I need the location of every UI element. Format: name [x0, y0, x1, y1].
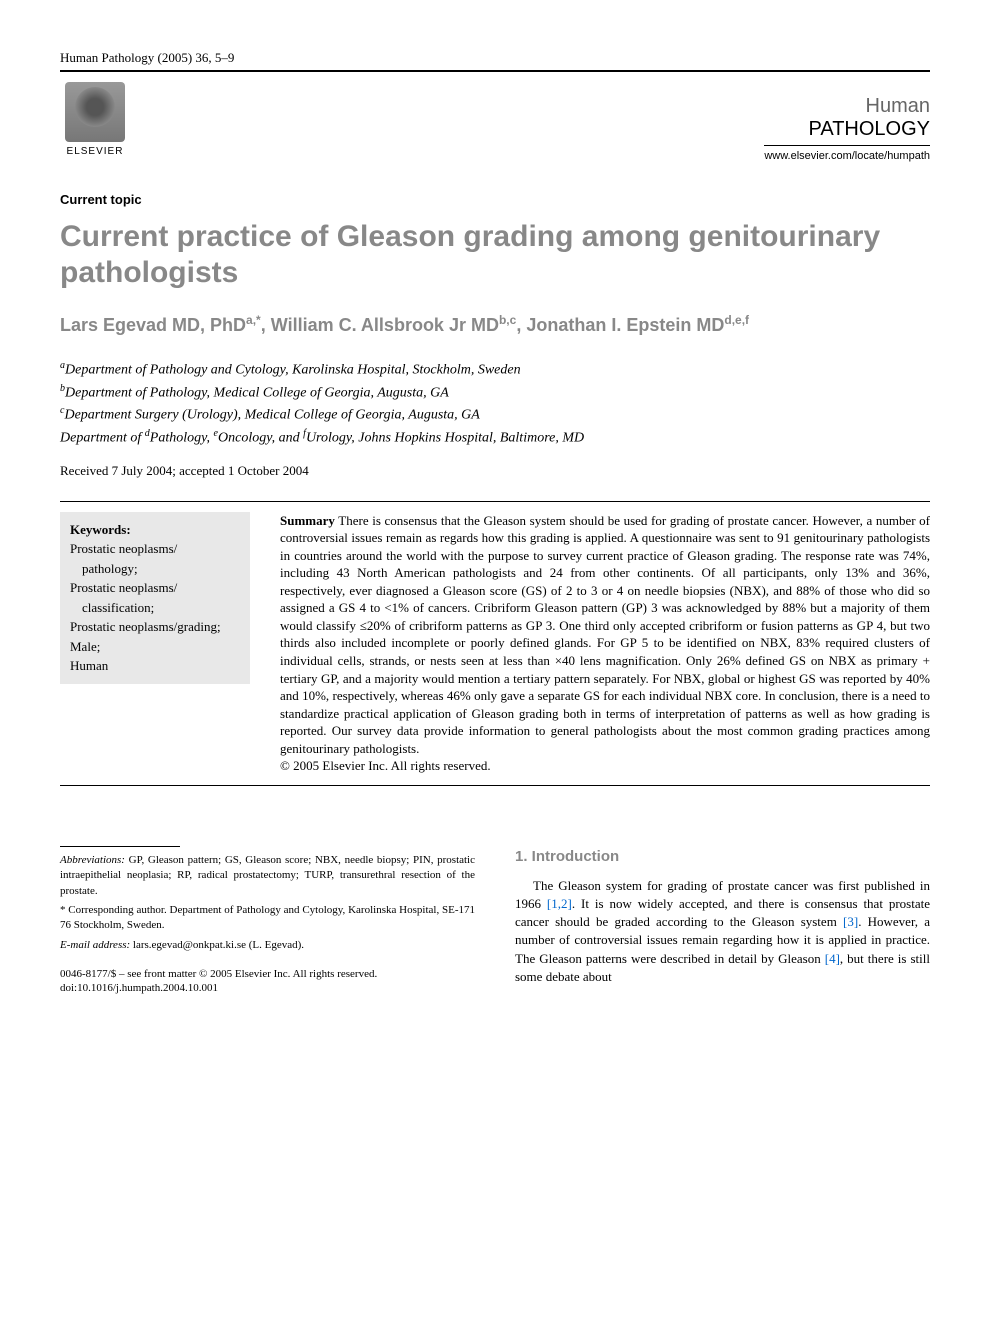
- summary-text: There is consensus that the Gleason syst…: [280, 513, 930, 756]
- citation-link[interactable]: [1,2]: [547, 896, 572, 911]
- article-type: Current topic: [60, 192, 930, 207]
- issn-line: 0046-8177/$ – see front matter © 2005 El…: [60, 967, 475, 981]
- right-column: 1. Introduction The Gleason system for g…: [515, 846, 930, 996]
- journal-brand-line1: Human: [764, 95, 930, 118]
- doi-block: 0046-8177/$ – see front matter © 2005 El…: [60, 967, 475, 996]
- footnote-rule: [60, 846, 180, 847]
- affiliation-b: bDepartment of Pathology, Medical Colleg…: [60, 381, 930, 404]
- bottom-two-columns: Abbreviations: GP, Gleason pattern; GS, …: [60, 846, 930, 996]
- author-1-name: Lars Egevad MD, PhD: [60, 315, 246, 335]
- journal-brand: Human PATHOLOGY www.elsevier.com/locate/…: [764, 95, 930, 162]
- author-3-name: Jonathan I. Epstein MD: [526, 315, 724, 335]
- email-value[interactable]: lars.egevad@onkpat.ki.se (L. Egevad).: [130, 939, 304, 951]
- journal-url[interactable]: www.elsevier.com/locate/humpath: [764, 150, 930, 162]
- keywords-summary-block: Keywords: Prostatic neoplasms/ pathology…: [60, 501, 930, 786]
- affiliation-a: aDepartment of Pathology and Cytology, K…: [60, 358, 930, 381]
- citation-link[interactable]: [3]: [843, 914, 858, 929]
- email-footnote: E-mail address: lars.egevad@onkpat.ki.se…: [60, 938, 475, 953]
- keyword-item: Male;: [70, 637, 240, 657]
- article-title: Current practice of Gleason grading amon…: [60, 219, 930, 291]
- aff-e-text: Oncology, and: [218, 431, 303, 446]
- aff-d-text: Pathology,: [150, 431, 214, 446]
- keyword-item: classification;: [70, 598, 240, 618]
- keyword-item: Human: [70, 656, 240, 676]
- author-2-aff: b,c: [499, 313, 516, 327]
- keyword-item: Prostatic neoplasms/: [70, 578, 240, 598]
- header-top-bar: Human Pathology (2005) 36, 5–9: [60, 50, 930, 72]
- summary-copyright: © 2005 Elsevier Inc. All rights reserved…: [280, 757, 930, 775]
- abbrev-label: Abbreviations:: [60, 854, 125, 866]
- keywords-heading: Keywords:: [70, 520, 240, 540]
- doi-line: doi:10.1016/j.humpath.2004.10.001: [60, 981, 475, 995]
- left-column: Abbreviations: GP, Gleason pattern; GS, …: [60, 846, 475, 996]
- summary-label: Summary: [280, 513, 335, 528]
- keyword-item: Prostatic neoplasms/: [70, 539, 240, 559]
- abbreviations-footnote: Abbreviations: GP, Gleason pattern; GS, …: [60, 853, 475, 899]
- keyword-item: pathology;: [70, 559, 240, 579]
- corresponding-author-footnote: * Corresponding author. Department of Pa…: [60, 903, 475, 934]
- author-list: Lars Egevad MD, PhDa,*, William C. Allsb…: [60, 313, 930, 336]
- affiliations: aDepartment of Pathology and Cytology, K…: [60, 358, 930, 449]
- affiliation-c: cDepartment Surgery (Urology), Medical C…: [60, 403, 930, 426]
- article-dates: Received 7 July 2004; accepted 1 October…: [60, 463, 930, 479]
- author-3-aff: d,e,f: [724, 313, 749, 327]
- journal-brand-line2: PATHOLOGY: [764, 118, 930, 141]
- keywords-box: Keywords: Prostatic neoplasms/ pathology…: [60, 512, 250, 684]
- keyword-item: Prostatic neoplasms/grading;: [70, 617, 240, 637]
- aff-f-text: Urology, Johns Hopkins Hospital, Baltimo…: [306, 431, 584, 446]
- citation-link[interactable]: [4]: [825, 951, 840, 966]
- author-1-aff: a,*: [246, 313, 261, 327]
- aff-b-text: Department of Pathology, Medical College…: [65, 385, 449, 400]
- journal-reference: Human Pathology (2005) 36, 5–9: [60, 50, 234, 66]
- aff-d-prefix: Department of: [60, 431, 145, 446]
- elsevier-label: ELSEVIER: [67, 146, 124, 157]
- aff-a-text: Department of Pathology and Cytology, Ka…: [65, 363, 521, 378]
- elsevier-tree-icon: [65, 82, 125, 142]
- intro-paragraph: The Gleason system for grading of prosta…: [515, 877, 930, 986]
- author-2-name: William C. Allsbrook Jr MD: [271, 315, 499, 335]
- email-label: E-mail address:: [60, 939, 130, 951]
- brand-divider: [764, 145, 930, 146]
- intro-heading: 1. Introduction: [515, 846, 930, 867]
- elsevier-logo: ELSEVIER: [60, 82, 130, 162]
- logo-journal-row: ELSEVIER Human PATHOLOGY www.elsevier.co…: [60, 82, 930, 162]
- summary-block: Summary There is consensus that the Glea…: [280, 512, 930, 775]
- affiliation-def: Department of dPathology, eOncology, and…: [60, 426, 930, 449]
- aff-c-text: Department Surgery (Urology), Medical Co…: [64, 408, 479, 423]
